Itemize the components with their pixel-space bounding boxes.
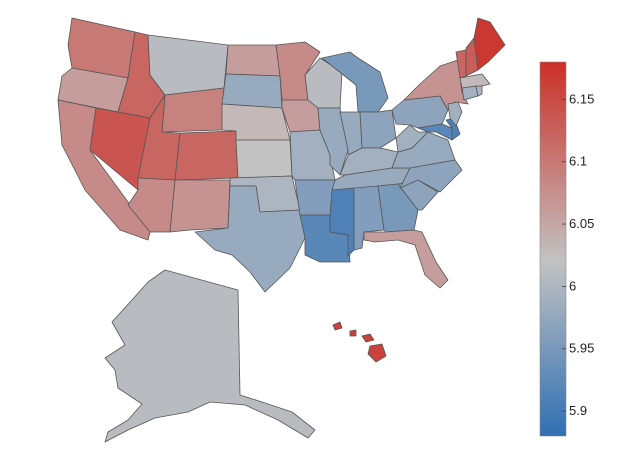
colorbar-tick-label: 6.1 xyxy=(569,154,587,169)
state-ma xyxy=(459,73,491,89)
colorbar-tick-label: 5.95 xyxy=(569,341,594,356)
state-oh xyxy=(359,109,397,149)
colorbar: 5.9 5.95 6 6.05 6.1 6.15 xyxy=(539,61,594,437)
colorbar-tick-label: 6 xyxy=(569,278,576,293)
colorbar-ticks: 5.9 5.95 6 6.05 6.1 6.15 xyxy=(562,91,594,418)
colorbar-tick-label: 6.05 xyxy=(569,216,594,231)
state-pa xyxy=(391,95,449,129)
state-fl xyxy=(363,229,449,289)
colorbar-tick-label: 6.15 xyxy=(569,91,594,106)
colorbar-gradient xyxy=(539,61,567,437)
state-mt xyxy=(147,34,229,96)
states-layer xyxy=(57,17,506,443)
state-nm xyxy=(169,179,231,233)
state-ct xyxy=(461,85,479,101)
state-sd xyxy=(221,73,283,109)
state-wy xyxy=(161,87,225,133)
state-ks xyxy=(235,139,293,179)
state-ar xyxy=(294,179,336,216)
state-md xyxy=(417,123,453,141)
state-nj xyxy=(447,101,463,127)
colorbar-tick-label: 5.9 xyxy=(569,403,587,418)
state-tx xyxy=(194,185,306,293)
state-nd xyxy=(225,44,281,77)
state-ak xyxy=(104,269,316,443)
state-hi xyxy=(332,321,387,363)
state-co xyxy=(174,130,239,181)
state-me xyxy=(473,17,506,71)
state-mi xyxy=(321,51,389,113)
